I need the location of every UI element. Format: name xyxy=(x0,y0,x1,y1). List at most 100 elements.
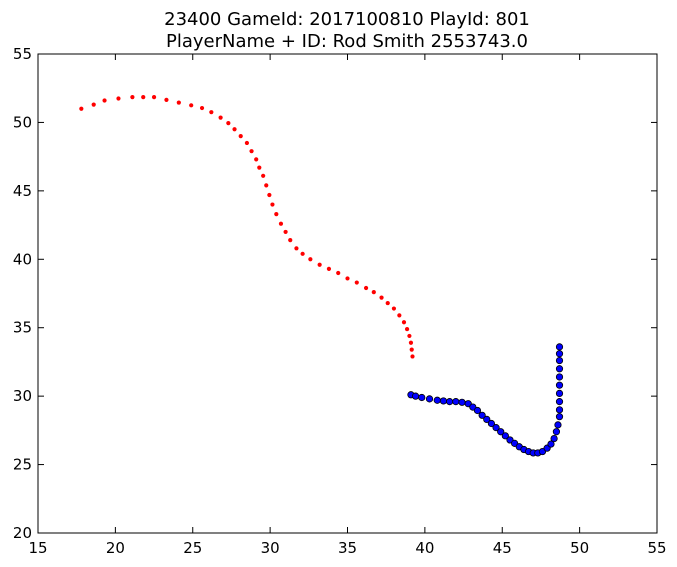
y-tick-label: 30 xyxy=(13,387,32,405)
red-series-point xyxy=(371,290,376,295)
red-series-point xyxy=(270,202,275,207)
red-series-point xyxy=(116,96,121,101)
red-series-point xyxy=(317,262,322,267)
blue-series-point xyxy=(555,356,564,365)
chart-title-line-1: 23400 GameId: 2017100810 PlayId: 801 xyxy=(164,9,530,30)
blue-series-point xyxy=(555,365,564,373)
red-series-point xyxy=(261,173,266,178)
y-tick-label: 55 xyxy=(13,45,32,63)
red-series-point xyxy=(385,300,390,306)
blue-series-point xyxy=(554,421,562,429)
red-series-point xyxy=(354,280,359,285)
red-series-point xyxy=(401,320,407,325)
x-tick-label: 40 xyxy=(415,539,434,557)
blue-series-point xyxy=(547,440,555,448)
blue-series-point xyxy=(501,432,509,440)
red-series-point xyxy=(189,103,194,108)
red-series-point xyxy=(278,221,284,226)
red-series-point xyxy=(264,183,269,188)
red-series-point xyxy=(326,266,332,271)
red-series-point xyxy=(176,100,181,105)
red-series-point xyxy=(391,306,397,311)
red-series-point xyxy=(408,340,414,345)
blue-series-point xyxy=(473,406,482,415)
red-series-point xyxy=(294,246,299,251)
red-series-point xyxy=(274,212,279,217)
red-series-point xyxy=(379,295,384,300)
y-tick-label: 20 xyxy=(13,524,32,542)
blue-series-point xyxy=(418,393,426,402)
plot-frame xyxy=(37,53,658,534)
red-series-point xyxy=(404,326,410,332)
y-tick-label: 45 xyxy=(13,182,32,200)
red-series-point xyxy=(409,347,414,352)
red-series-point xyxy=(410,354,415,359)
red-series-point xyxy=(300,251,305,256)
red-series-point xyxy=(363,285,369,291)
blue-series-point xyxy=(555,350,564,358)
x-tick-label: 15 xyxy=(28,539,47,557)
red-series-point xyxy=(151,95,157,100)
blue-series-point xyxy=(552,428,561,436)
y-tick-label: 40 xyxy=(13,250,32,268)
y-tick-label: 50 xyxy=(13,113,32,131)
blue-series-point xyxy=(555,373,564,381)
red-series-point xyxy=(102,98,107,103)
blue-series-point xyxy=(458,398,466,406)
chart-title-line-2: PlayerName + ID: Rod Smith 2553743.0 xyxy=(166,31,528,52)
red-series-point xyxy=(345,276,350,281)
red-series-point xyxy=(244,140,250,146)
red-series-point xyxy=(130,95,135,100)
blue-series-point xyxy=(555,343,564,351)
blue-series-point xyxy=(497,428,505,436)
red-series-point xyxy=(407,333,412,339)
red-series-point xyxy=(218,115,223,120)
red-series-point xyxy=(79,106,84,111)
red-series-point xyxy=(199,105,205,111)
blue-series-point xyxy=(550,434,558,443)
y-tick-label: 25 xyxy=(13,456,32,474)
blue-series-point xyxy=(425,395,434,403)
red-series-point xyxy=(254,157,259,162)
red-series-point xyxy=(283,229,288,235)
blue-series-point xyxy=(555,398,564,406)
x-tick-label: 30 xyxy=(261,539,280,557)
x-tick-label: 20 xyxy=(106,539,125,557)
blue-series-point xyxy=(439,397,448,405)
blue-series-point xyxy=(555,413,564,421)
blue-series-point xyxy=(433,396,441,404)
red-series-point xyxy=(336,270,341,276)
x-tick-label: 35 xyxy=(338,539,357,557)
red-series-point xyxy=(141,95,146,100)
blue-series-point xyxy=(555,406,564,414)
x-tick-label: 55 xyxy=(647,539,666,557)
blue-series-point xyxy=(478,411,486,419)
blue-series-point xyxy=(487,419,496,428)
blue-series-point xyxy=(492,424,500,432)
red-series-point xyxy=(91,102,96,107)
red-series-point xyxy=(308,257,313,262)
red-series-point xyxy=(267,192,272,198)
blue-series-point xyxy=(483,415,491,424)
red-series-point xyxy=(397,313,402,318)
red-series-point xyxy=(257,165,262,170)
blue-series-point xyxy=(555,389,564,398)
plot-marks xyxy=(79,95,564,457)
red-series-point xyxy=(226,121,231,126)
y-tick-label: 35 xyxy=(13,319,32,337)
red-series-point xyxy=(249,149,254,154)
red-series-point xyxy=(238,134,243,139)
red-series-point xyxy=(164,97,169,102)
x-tick-label: 45 xyxy=(493,539,512,557)
red-series-point xyxy=(232,127,237,132)
red-series-point xyxy=(288,238,293,243)
x-tick-label: 25 xyxy=(183,539,202,557)
blue-series-point xyxy=(452,398,460,406)
blue-series-point xyxy=(411,392,420,400)
blue-series-point xyxy=(555,381,564,389)
red-series-point xyxy=(209,110,214,115)
x-tick-label: 50 xyxy=(570,539,589,557)
blue-series-point xyxy=(446,398,454,406)
